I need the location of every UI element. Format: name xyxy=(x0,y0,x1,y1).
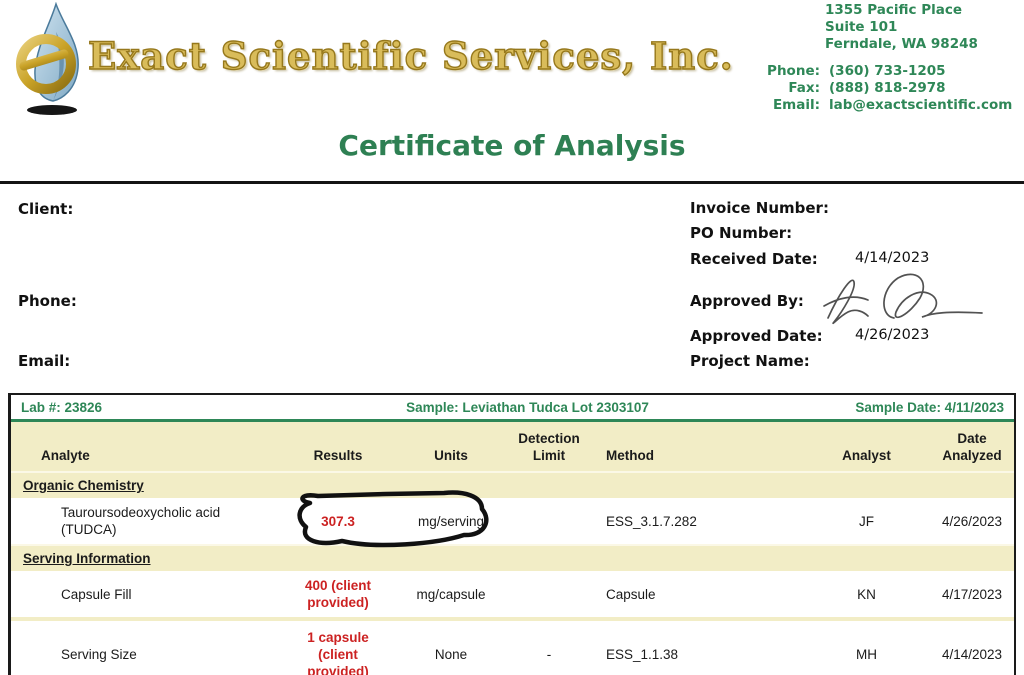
column-header-detection-limit: Detection Limit xyxy=(518,431,580,463)
lab-number: Lab #: 23826 xyxy=(21,400,103,415)
results-cell: 1 capsule (client provided) xyxy=(307,630,369,675)
section-heading-organic-chemistry: Organic Chemistry xyxy=(11,471,1014,498)
address-line: Suite 101 xyxy=(825,19,898,35)
fax-label: Fax: xyxy=(788,80,820,96)
approved-by-label: Approved By: xyxy=(690,292,804,310)
column-header-units: Units xyxy=(434,448,468,463)
received-date-value: 4/14/2023 xyxy=(855,250,930,266)
section-heading-serving-information: Serving Information xyxy=(11,544,1014,571)
results-cell: 307.3 xyxy=(321,513,355,529)
email-label: Email: xyxy=(772,97,820,113)
column-header-analyte: Analyte xyxy=(41,448,90,463)
client-phone-label: Phone: xyxy=(18,292,77,310)
approval-signature xyxy=(823,273,983,325)
units-cell: mg/capsule xyxy=(416,586,486,602)
table-row-capsule-fill: Capsule Fill 400 (client provided) mg/ca… xyxy=(11,571,1014,617)
email-value: lab@exactscientific.com xyxy=(829,97,1013,113)
table-row-tudca: Tauroursodeoxycholic acid (TUDCA) 307.3 … xyxy=(11,498,1014,544)
fax-value: (888) 818-2978 xyxy=(829,80,946,96)
company-name: Exact Scientific Services, Inc. xyxy=(87,33,734,78)
table-row-serving-size: Serving Size 1 capsule (client provided)… xyxy=(11,621,1014,675)
analyst-cell: KN xyxy=(857,586,876,602)
units-cell: None xyxy=(434,647,468,662)
method-cell: Capsule xyxy=(606,586,656,602)
detection-limit-cell xyxy=(499,515,599,527)
date-analyzed-cell: 4/17/2023 xyxy=(941,586,1003,602)
detection-limit-cell xyxy=(499,588,599,600)
phone-label: Phone: xyxy=(767,63,820,79)
company-address: 1355 Pacific Place Suite 101 Ferndale, W… xyxy=(825,2,978,53)
analyte-cell: Tauroursodeoxycholic acid (TUDCA) xyxy=(61,505,221,537)
results-cell: 400 (client provided) xyxy=(304,578,372,610)
column-header-results: Results xyxy=(313,448,363,463)
document-title: Certificate of Analysis xyxy=(338,129,686,162)
method-cell: ESS_3.1.7.282 xyxy=(606,513,697,529)
method-cell: ESS_1.1.38 xyxy=(606,647,679,662)
client-email-label: Email: xyxy=(18,352,71,370)
sample-name: Sample: Leviathan Tudca Lot 2303107 xyxy=(406,400,649,415)
date-analyzed-cell: 4/26/2023 xyxy=(941,513,1003,529)
analyst-cell: MH xyxy=(856,647,877,662)
received-date-label: Received Date: xyxy=(690,250,818,268)
project-name-label: Project Name: xyxy=(690,352,810,370)
sample-date: Sample Date: 4/11/2023 xyxy=(855,400,1004,415)
analyte-cell: Capsule Fill xyxy=(61,586,132,602)
approved-date-label: Approved Date: xyxy=(690,327,823,345)
column-header-method: Method xyxy=(606,448,654,463)
client-label: Client: xyxy=(18,200,74,218)
units-cell: mg/serving xyxy=(417,513,485,529)
column-header-analyst: Analyst xyxy=(842,448,891,463)
approved-date-value: 4/26/2023 xyxy=(855,327,930,343)
analyte-cell: Serving Size xyxy=(61,647,137,662)
date-analyzed-cell: 4/14/2023 xyxy=(941,647,1003,662)
po-number-label: PO Number: xyxy=(690,224,793,242)
row-divider xyxy=(11,617,1014,621)
detection-limit-cell: - xyxy=(546,647,552,662)
phone-value: (360) 733-1205 xyxy=(829,63,946,79)
horizontal-divider xyxy=(0,181,1024,184)
invoice-number-label: Invoice Number: xyxy=(690,199,829,217)
table-header-row: Analyte Results Units Detection Limit Me… xyxy=(11,422,1014,471)
table-info-bar: Lab #: 23826 Sample: Leviathan Tudca Lot… xyxy=(11,395,1014,422)
analyst-cell: JF xyxy=(859,513,874,529)
company-logo-icon xyxy=(16,2,79,115)
address-line: Ferndale, WA 98248 xyxy=(825,36,978,52)
column-header-date-analyzed: Date Analyzed xyxy=(942,431,1002,463)
company-contacts: Phone: (360) 733-1205 Fax: (888) 818-297… xyxy=(700,63,1012,114)
results-table: Lab #: 23826 Sample: Leviathan Tudca Lot… xyxy=(8,393,1016,675)
address-line: 1355 Pacific Place xyxy=(825,2,963,18)
